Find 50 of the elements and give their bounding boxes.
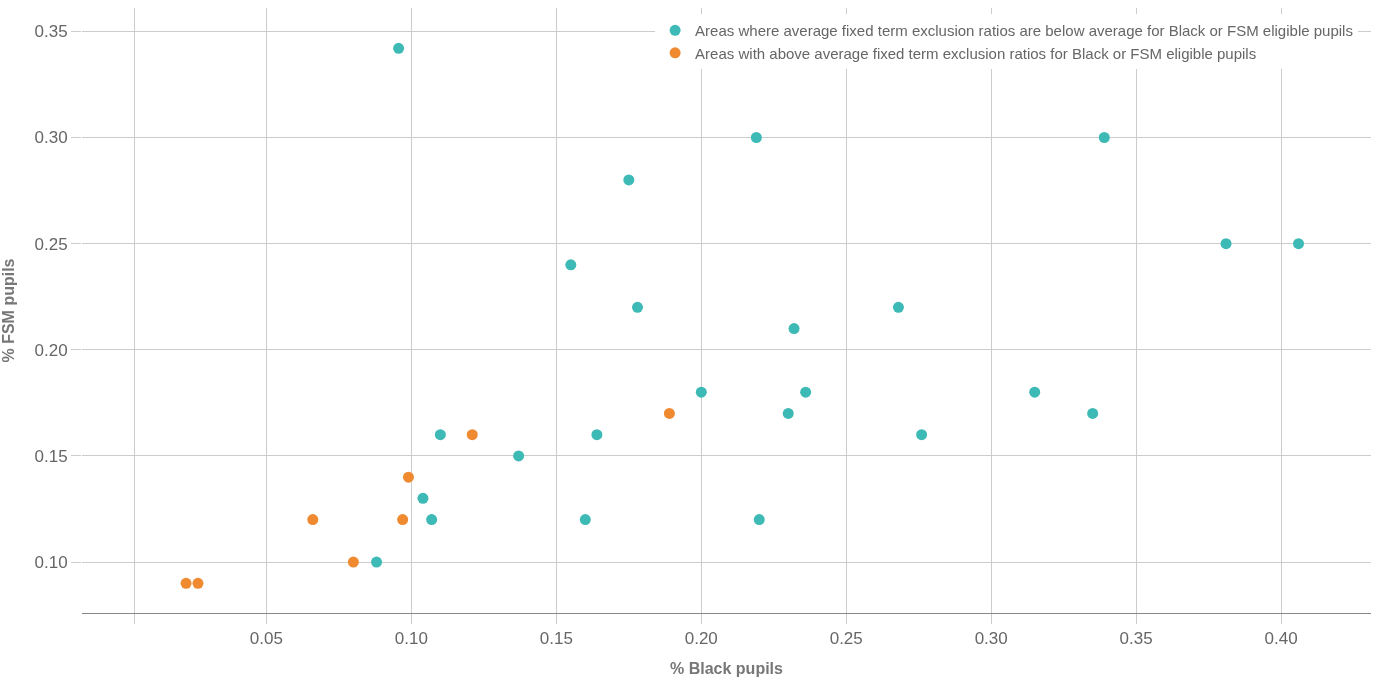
point [631, 301, 643, 313]
point [800, 386, 812, 398]
y-tick-label: 0.25 [34, 234, 68, 254]
point [347, 556, 359, 568]
x-tick-label: 0.40 [1264, 629, 1298, 649]
point [892, 301, 904, 313]
point [591, 429, 603, 441]
point [466, 429, 478, 441]
point [180, 577, 192, 589]
point [663, 407, 675, 419]
x-axis-title: % Black pupils [670, 660, 784, 678]
point [623, 174, 635, 186]
point [397, 514, 409, 526]
y-tick-label: 0.35 [34, 22, 68, 42]
point [192, 577, 204, 589]
point [1098, 131, 1110, 143]
point [371, 556, 383, 568]
point [788, 323, 800, 335]
point [307, 514, 319, 526]
point [695, 386, 707, 398]
point [750, 131, 762, 143]
point [565, 259, 577, 271]
point [1029, 386, 1041, 398]
point [579, 514, 591, 526]
y-tick-label: 0.15 [34, 446, 68, 466]
x-tick-label: 0.20 [684, 629, 718, 649]
point [426, 514, 438, 526]
x-tick-label: 0.30 [974, 629, 1008, 649]
point [513, 450, 525, 462]
point [434, 429, 446, 441]
point [1293, 238, 1305, 250]
point [753, 514, 765, 526]
point [393, 42, 405, 54]
y-tick-label: 0.30 [34, 128, 68, 148]
point [417, 492, 429, 504]
point [1087, 407, 1099, 419]
x-tick-label: 0.35 [1119, 629, 1153, 649]
point [1220, 238, 1232, 250]
x-tick-label: 0.05 [249, 629, 283, 649]
x-tick-label: 0.10 [394, 629, 428, 649]
y-axis-title: % FSM pupils [0, 258, 18, 363]
legend-label: Areas where average fixed term exclusion ratios are below average for Black or FSM eligible pupils [695, 22, 1353, 40]
x-tick-label: 0.15 [539, 629, 573, 649]
legend-label: Areas with above average fixed term exclusion ratios for Black or FSM eligible pupils [695, 44, 1257, 62]
y-tick-label: 0.10 [34, 553, 68, 572]
point [782, 407, 794, 419]
point [402, 471, 414, 483]
x-tick-label: 0.25 [829, 629, 863, 649]
y-tick-label: 0.20 [34, 340, 68, 360]
point [916, 429, 928, 441]
